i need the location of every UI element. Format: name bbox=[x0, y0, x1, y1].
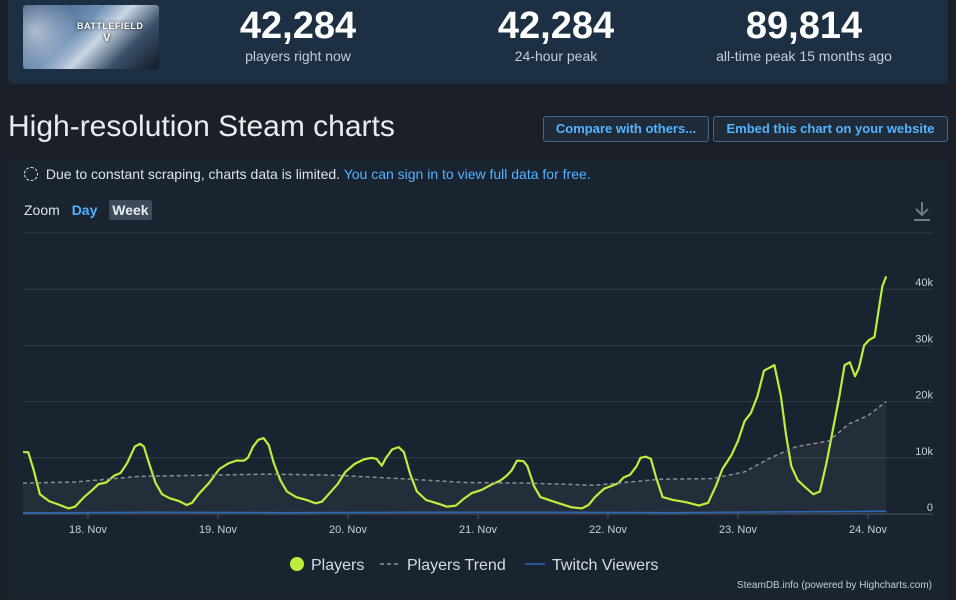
chart-credit: SteamDB.info (powered by Highcharts.com) bbox=[736, 580, 932, 591]
logo-title: BATTLEFIELD bbox=[77, 21, 144, 31]
stat-value: 42,284 bbox=[239, 5, 357, 47]
stats-bar: BATTLEFIELD V 42,284 players right now 4… bbox=[8, 0, 948, 84]
y-tick-label: 10k bbox=[915, 446, 933, 458]
logo-sub: V bbox=[103, 32, 111, 44]
stat-all-time-peak: 89,814 all-time peak 15 months ago bbox=[694, 6, 914, 64]
legend-marker-players bbox=[290, 557, 304, 571]
zoom-controls: Zoom Day Week bbox=[24, 200, 152, 220]
download-icon[interactable] bbox=[912, 200, 932, 222]
stat-24h-peak: 42,284 24-hour peak bbox=[446, 6, 666, 64]
series-line-twitch-viewers bbox=[22, 510, 887, 514]
data-limit-notice: Due to constant scraping, charts data is… bbox=[24, 166, 591, 182]
game-thumbnail[interactable]: BATTLEFIELD V bbox=[23, 5, 159, 69]
stat-players-now: 42,284 players right now bbox=[188, 6, 408, 64]
x-tick-label: 23. Nov bbox=[719, 524, 757, 536]
y-tick-label: 30k bbox=[915, 333, 933, 345]
thumbnail-glow bbox=[23, 5, 83, 69]
legend-label[interactable]: Twitch Viewers bbox=[552, 557, 658, 574]
series-line-players-trend bbox=[22, 401, 887, 487]
dashed-circle-icon bbox=[24, 167, 38, 181]
x-tick-label: 22. Nov bbox=[589, 524, 627, 536]
chart-panel: Due to constant scraping, charts data is… bbox=[8, 158, 948, 598]
y-tick-label: 40k bbox=[915, 277, 933, 289]
x-tick-label: 24. Nov bbox=[849, 524, 887, 536]
zoom-week-button[interactable]: Week bbox=[109, 200, 152, 220]
x-tick-label: 18. Nov bbox=[69, 524, 107, 536]
y-tick-label: 20k bbox=[915, 390, 933, 402]
x-tick-label: 19. Nov bbox=[199, 524, 237, 536]
zoom-day-button[interactable]: Day bbox=[71, 202, 98, 218]
zoom-label: Zoom bbox=[24, 202, 60, 218]
x-tick-label: 21. Nov bbox=[459, 524, 497, 536]
compare-button[interactable]: Compare with others... bbox=[543, 116, 709, 142]
legend-label[interactable]: Players Trend bbox=[407, 557, 506, 574]
y-tick-label: 0 bbox=[927, 502, 933, 514]
stat-label: 24-hour peak bbox=[514, 48, 598, 64]
page-title: High-resolution Steam charts bbox=[8, 110, 395, 143]
notice-text: Due to constant scraping, charts data is… bbox=[45, 166, 341, 182]
trend-area bbox=[23, 401, 887, 514]
stat-label: all-time peak 15 months ago bbox=[716, 48, 892, 64]
stat-value: 89,814 bbox=[745, 5, 863, 47]
game-logo-text: BATTLEFIELD V bbox=[77, 21, 143, 44]
embed-chart-button[interactable]: Embed this chart on your website bbox=[713, 116, 948, 142]
x-tick-label: 20. Nov bbox=[329, 524, 367, 536]
legend-label[interactable]: Players bbox=[311, 557, 364, 574]
series-line-players bbox=[23, 276, 888, 510]
stat-value: 42,284 bbox=[497, 5, 615, 47]
sign-in-link[interactable]: You can sign in to view full data for fr… bbox=[343, 166, 591, 182]
stat-label: players right now bbox=[245, 48, 351, 64]
